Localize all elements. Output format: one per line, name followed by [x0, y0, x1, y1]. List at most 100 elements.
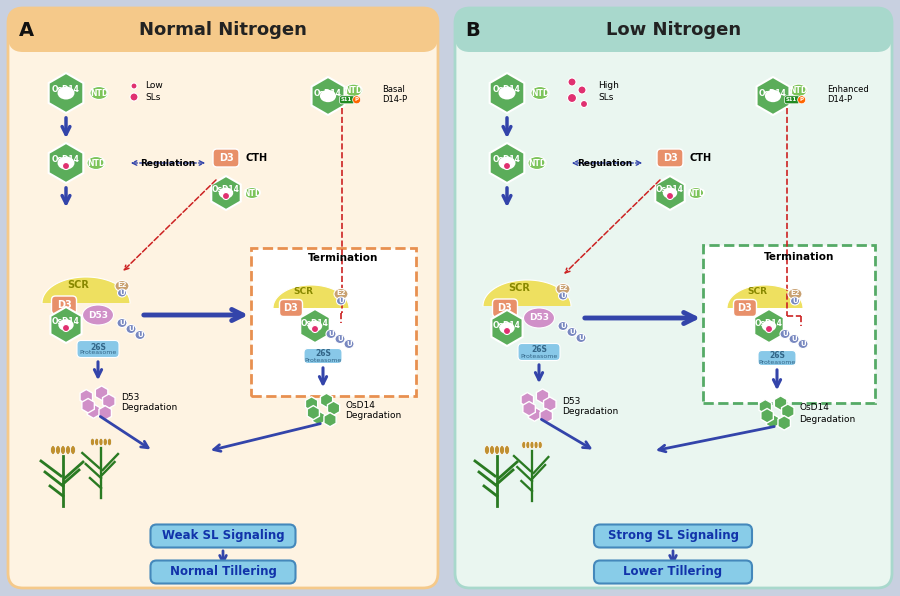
- Polygon shape: [523, 402, 536, 416]
- Text: OsD14: OsD14: [656, 185, 684, 194]
- Text: Termination: Termination: [309, 253, 379, 263]
- Ellipse shape: [58, 157, 75, 169]
- Text: U: U: [137, 332, 143, 338]
- Text: Proteasome: Proteasome: [759, 359, 796, 365]
- Polygon shape: [521, 393, 534, 407]
- Ellipse shape: [56, 445, 60, 455]
- Text: D53: D53: [562, 396, 580, 405]
- Text: Basal: Basal: [382, 85, 404, 95]
- Text: D3: D3: [284, 303, 299, 313]
- Ellipse shape: [58, 319, 74, 331]
- Ellipse shape: [524, 308, 554, 328]
- Ellipse shape: [353, 96, 361, 104]
- Text: OsD14: OsD14: [493, 321, 521, 330]
- Polygon shape: [759, 399, 771, 414]
- FancyBboxPatch shape: [77, 340, 119, 358]
- Text: U: U: [792, 298, 797, 304]
- Ellipse shape: [62, 163, 69, 169]
- Ellipse shape: [568, 78, 576, 86]
- Ellipse shape: [789, 334, 799, 343]
- Ellipse shape: [115, 281, 129, 291]
- FancyBboxPatch shape: [734, 300, 757, 316]
- Ellipse shape: [484, 445, 490, 455]
- Text: NTD: NTD: [87, 159, 105, 167]
- Text: Enhanced: Enhanced: [826, 85, 868, 95]
- Text: OsD14: OsD14: [759, 88, 787, 98]
- Ellipse shape: [559, 292, 568, 300]
- FancyBboxPatch shape: [518, 343, 560, 361]
- Text: S11: S11: [786, 97, 797, 103]
- Ellipse shape: [334, 288, 348, 300]
- Text: E2: E2: [117, 282, 127, 288]
- Ellipse shape: [761, 321, 776, 331]
- Polygon shape: [301, 309, 329, 343]
- Polygon shape: [766, 414, 778, 429]
- Polygon shape: [50, 307, 82, 343]
- Polygon shape: [324, 412, 336, 427]
- Text: SCR: SCR: [68, 280, 89, 290]
- Bar: [251, 248, 416, 396]
- Text: NTD: NTD: [531, 88, 549, 98]
- Text: U: U: [791, 336, 796, 342]
- Text: U: U: [119, 320, 125, 326]
- Ellipse shape: [83, 305, 113, 325]
- FancyBboxPatch shape: [304, 349, 342, 364]
- FancyBboxPatch shape: [758, 350, 796, 365]
- FancyBboxPatch shape: [594, 560, 752, 583]
- Polygon shape: [778, 415, 790, 430]
- Polygon shape: [774, 396, 787, 410]
- Ellipse shape: [104, 438, 107, 446]
- Ellipse shape: [500, 445, 505, 455]
- Ellipse shape: [219, 188, 233, 198]
- Polygon shape: [544, 397, 556, 411]
- Text: NTD: NTD: [528, 159, 546, 167]
- Polygon shape: [781, 404, 794, 418]
- Text: E2: E2: [558, 285, 568, 291]
- Ellipse shape: [522, 441, 526, 449]
- Ellipse shape: [797, 96, 806, 104]
- Ellipse shape: [62, 324, 69, 331]
- Ellipse shape: [308, 321, 322, 331]
- Ellipse shape: [107, 438, 112, 446]
- Ellipse shape: [503, 163, 510, 169]
- Text: D53: D53: [121, 393, 140, 402]
- Ellipse shape: [118, 289, 127, 297]
- Text: P: P: [799, 97, 804, 103]
- FancyBboxPatch shape: [455, 8, 892, 588]
- Text: E2: E2: [790, 290, 800, 296]
- Polygon shape: [490, 143, 525, 183]
- Text: D3: D3: [662, 153, 678, 163]
- Ellipse shape: [576, 334, 586, 343]
- FancyBboxPatch shape: [150, 524, 295, 548]
- Ellipse shape: [50, 445, 56, 455]
- Ellipse shape: [94, 438, 99, 446]
- Polygon shape: [87, 404, 100, 418]
- Ellipse shape: [335, 334, 345, 343]
- Text: NTD: NTD: [789, 86, 808, 95]
- Ellipse shape: [580, 101, 588, 107]
- FancyBboxPatch shape: [150, 560, 295, 583]
- Ellipse shape: [538, 441, 542, 449]
- Polygon shape: [212, 176, 240, 210]
- Text: NTD: NTD: [687, 188, 705, 197]
- Ellipse shape: [60, 445, 66, 455]
- Text: OsD14: OsD14: [345, 401, 375, 409]
- Ellipse shape: [766, 325, 772, 333]
- FancyBboxPatch shape: [51, 296, 76, 314]
- FancyBboxPatch shape: [455, 8, 892, 52]
- Text: D53: D53: [529, 313, 549, 322]
- Ellipse shape: [530, 441, 534, 449]
- FancyBboxPatch shape: [594, 524, 752, 548]
- Ellipse shape: [320, 90, 336, 102]
- Polygon shape: [754, 309, 784, 343]
- Ellipse shape: [790, 84, 807, 97]
- Ellipse shape: [667, 193, 673, 200]
- Ellipse shape: [494, 445, 500, 455]
- FancyBboxPatch shape: [213, 149, 239, 167]
- Ellipse shape: [528, 157, 546, 169]
- Text: NTD: NTD: [345, 86, 363, 95]
- Text: U: U: [119, 290, 125, 296]
- Text: B: B: [465, 20, 481, 39]
- Text: 26S: 26S: [315, 349, 331, 359]
- Text: D14-P: D14-P: [826, 95, 851, 104]
